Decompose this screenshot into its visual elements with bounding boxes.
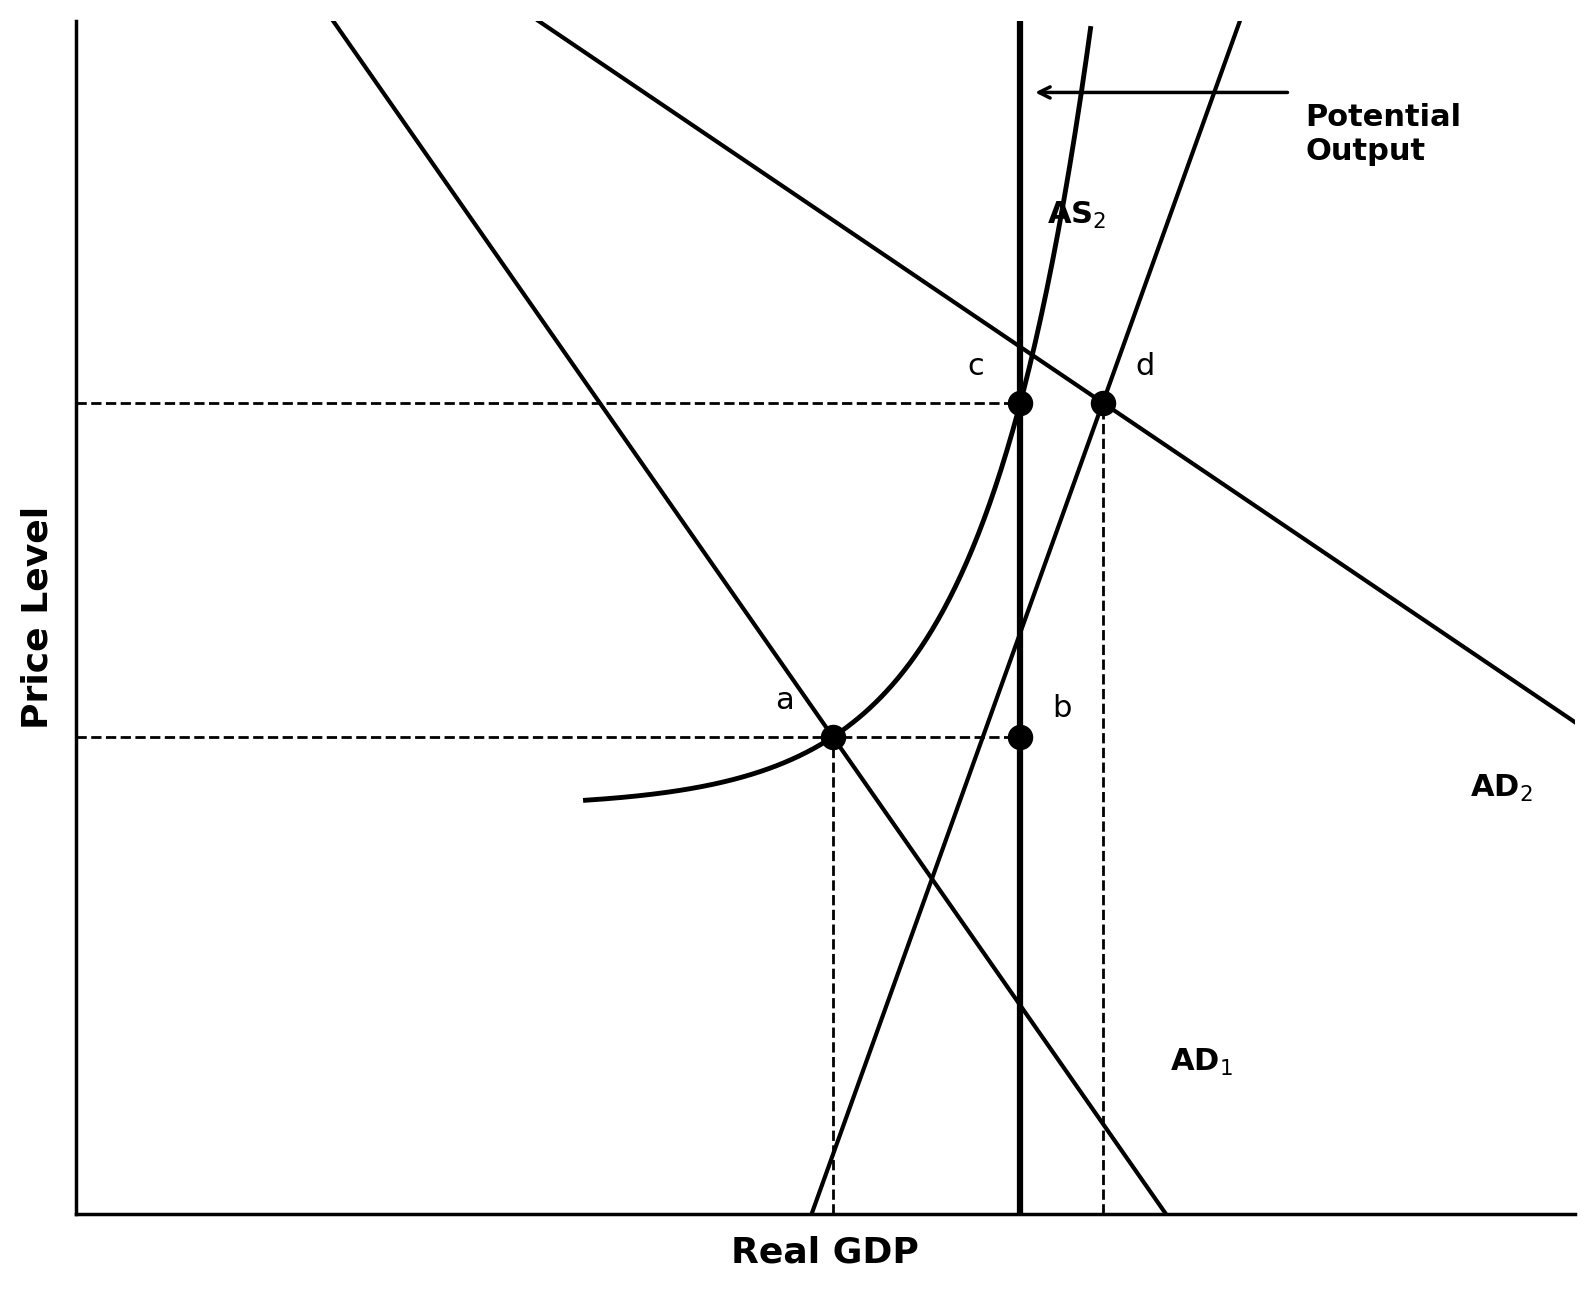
Point xyxy=(1007,726,1033,747)
Text: d: d xyxy=(1135,352,1154,382)
Point xyxy=(1090,392,1116,413)
X-axis label: Real GDP: Real GDP xyxy=(731,1235,919,1269)
Text: AS$_2$: AS$_2$ xyxy=(1047,200,1106,231)
Text: Potential
Output: Potential Output xyxy=(1306,103,1462,165)
Point xyxy=(820,726,846,747)
Text: a: a xyxy=(776,686,795,716)
Point xyxy=(1007,392,1033,413)
Text: b: b xyxy=(1053,694,1073,722)
Text: AD$_1$: AD$_1$ xyxy=(1170,1047,1234,1078)
Text: c: c xyxy=(967,352,983,382)
Y-axis label: Price Level: Price Level xyxy=(21,506,54,729)
Text: AD$_2$: AD$_2$ xyxy=(1470,773,1532,804)
